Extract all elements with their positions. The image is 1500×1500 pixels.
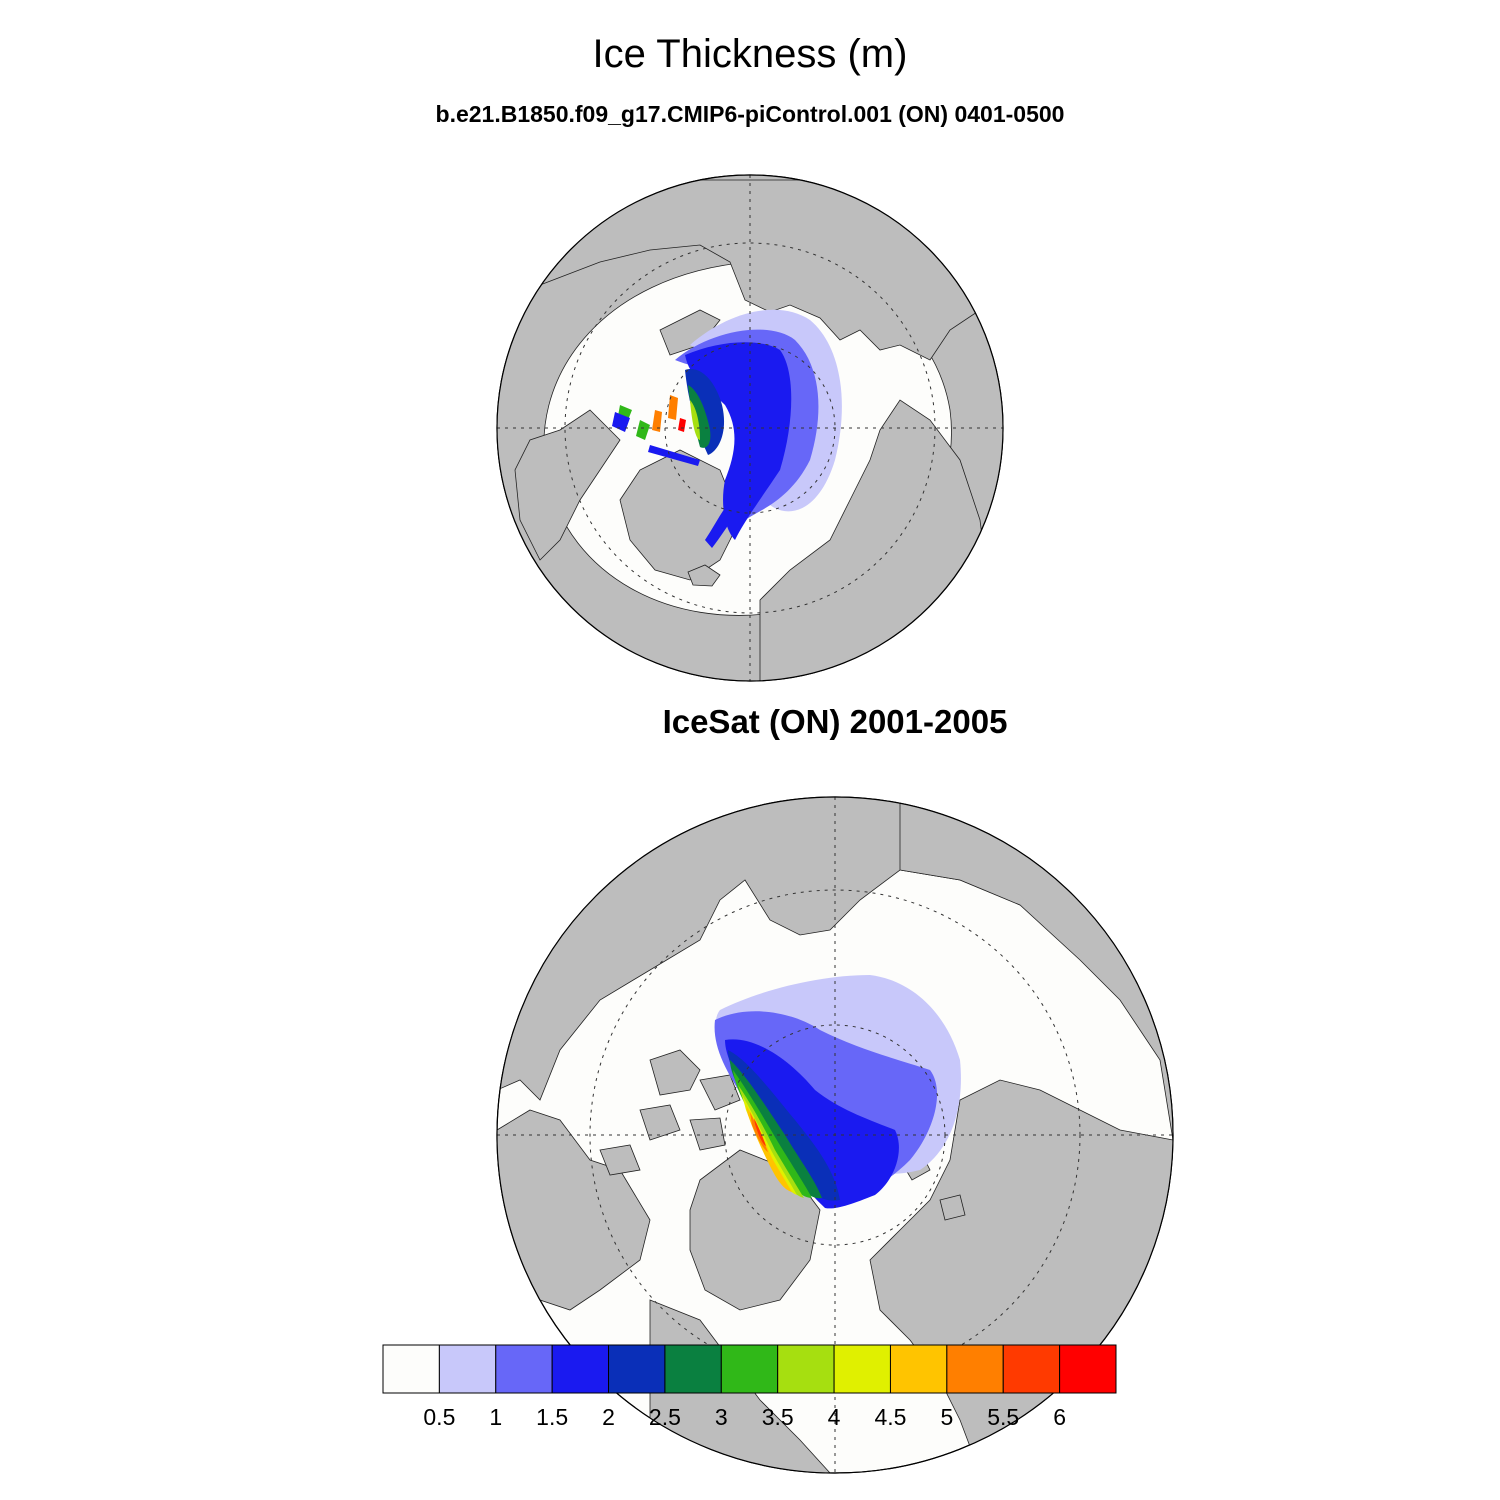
map1-border [496, 174, 1004, 682]
panel1-subtitle: b.e21.B1850.f09_g17.CMIP6-piControl.001 … [435, 101, 1065, 127]
map2-ice-3-5-4 [738, 1085, 804, 1198]
colorbar-label: 6 [1053, 1404, 1066, 1430]
colorbar [382, 1344, 1117, 1394]
colorbar-label: 4 [828, 1404, 841, 1430]
map2-land-scandinavia [497, 1109, 651, 1311]
map2-ice-2-5-3 [730, 1060, 822, 1199]
colorbar-label: 1 [489, 1404, 502, 1430]
colorbar-label: 4.5 [874, 1404, 906, 1430]
map1-ice-strait [705, 495, 745, 548]
colorbar-box [720, 1344, 779, 1394]
colorbar-label: 3 [715, 1404, 728, 1430]
map2-border [496, 796, 1174, 1474]
map1-land-scandinavia [514, 409, 621, 561]
map1-ice-archipelago-green [618, 405, 650, 440]
map2-ice-4-4-5 [742, 1095, 797, 1195]
map1-ice [612, 309, 842, 548]
colorbar-box [833, 1344, 891, 1394]
colorbar-label: 5 [940, 1404, 953, 1430]
map2-ice-1-5-2 [725, 1039, 899, 1209]
map2-ice [714, 975, 961, 1209]
map2-ice-3-3-5 [733, 1070, 812, 1198]
map1-graticule [497, 175, 1003, 681]
map2-ice-5-5-6 [754, 1118, 766, 1146]
colorbar-box [438, 1344, 497, 1394]
colorbar-box [608, 1344, 666, 1394]
colorbar-box [551, 1344, 610, 1394]
map1-ice-archipelago-blue [612, 412, 700, 466]
map2-land-archipelago [599, 1049, 741, 1176]
colorbar-box [889, 1344, 948, 1394]
map2-ice-2-2-5 [728, 1050, 840, 1201]
colorbar-label: 5.5 [987, 1404, 1019, 1430]
colorbar-box [382, 1344, 440, 1394]
colorbar-label: 2.5 [649, 1404, 681, 1430]
model-map [496, 174, 1004, 682]
page-title: Ice Thickness (m) [592, 32, 908, 76]
colorbar-label: 3.5 [762, 1404, 794, 1430]
colorbar-box [1002, 1344, 1061, 1394]
colorbar-label: 1.5 [536, 1404, 568, 1430]
panel2-title: IceSat (ON) 2001-2005 [662, 703, 1008, 740]
colorbar-label: 0.5 [423, 1404, 455, 1430]
map1-ice-archipelago [652, 395, 678, 432]
colorbar-box [1059, 1344, 1117, 1394]
map1-ice-2-5-3 [688, 385, 711, 448]
colorbar-box [495, 1344, 553, 1394]
map1-land-iceland [687, 564, 721, 587]
colorbar-box [946, 1344, 1004, 1394]
colorbar-box [664, 1344, 722, 1394]
colorbar-box [777, 1344, 835, 1394]
colorbar-label: 2 [602, 1404, 615, 1430]
colorbar-labels: 0.5 1 1.5 2 2.5 3 3.5 4 4.5 5 5.5 6 [423, 1404, 1066, 1430]
map1-ice-3-5-4 [690, 400, 700, 440]
